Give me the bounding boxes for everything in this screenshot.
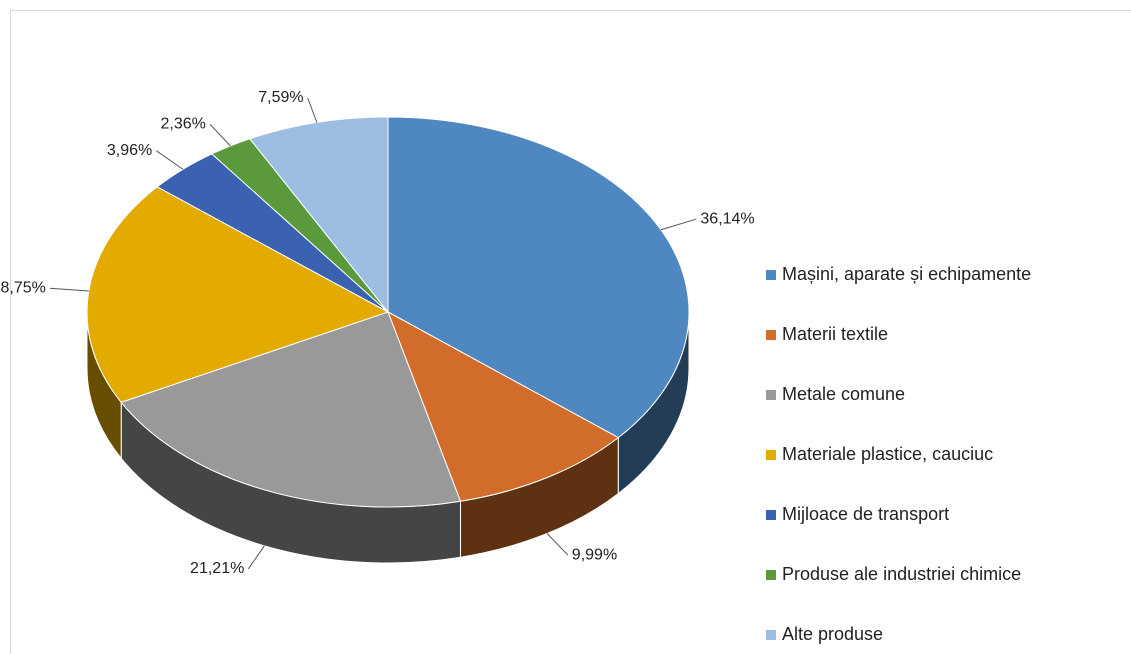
data-label: 21,21% xyxy=(190,560,244,577)
leader-line xyxy=(49,287,89,292)
chart-frame xyxy=(10,10,1131,654)
leader-line xyxy=(155,150,184,170)
leader-line xyxy=(660,218,697,231)
data-label: 9,99% xyxy=(572,546,617,563)
legend-swatch xyxy=(766,510,776,520)
leader-line xyxy=(247,545,265,570)
legend-label: Produse ale industriei chimice xyxy=(782,564,1021,584)
slice xyxy=(387,310,620,502)
data-label: 3,96% xyxy=(107,142,152,159)
legend-label: Metale comune xyxy=(782,384,905,404)
legend-label: Materiale plastice, cauciuc xyxy=(782,444,993,464)
data-label: 7,59% xyxy=(258,89,303,106)
leader-line xyxy=(307,97,318,123)
legend-swatch xyxy=(766,570,776,580)
legend-label: Alte produse xyxy=(782,624,883,644)
leader-line xyxy=(546,533,569,556)
legend-label: Mașini, aparate și echipamente xyxy=(782,264,1031,284)
leader-line xyxy=(209,123,231,147)
legend-swatch xyxy=(766,390,776,400)
slice xyxy=(120,311,462,508)
data-label: 36,14% xyxy=(700,210,754,227)
legend-swatch xyxy=(766,450,776,460)
data-label: 18,75% xyxy=(0,280,46,297)
legend-swatch xyxy=(766,630,776,640)
slice xyxy=(86,186,390,403)
legend-swatch xyxy=(766,270,776,280)
legend-label: Mijloace de transport xyxy=(782,504,949,524)
legend-label: Materii textile xyxy=(782,324,888,344)
legend-swatch xyxy=(766,330,776,340)
data-label: 2,36% xyxy=(161,115,206,132)
